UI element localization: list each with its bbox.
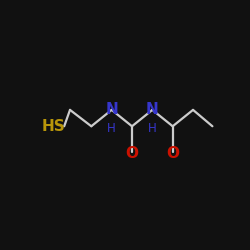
Text: O: O <box>166 146 179 161</box>
Text: HS: HS <box>42 119 66 134</box>
Text: H: H <box>148 122 157 135</box>
Text: N: N <box>146 102 159 118</box>
Text: O: O <box>126 146 138 161</box>
Text: N: N <box>105 102 118 118</box>
Text: H: H <box>107 122 116 135</box>
